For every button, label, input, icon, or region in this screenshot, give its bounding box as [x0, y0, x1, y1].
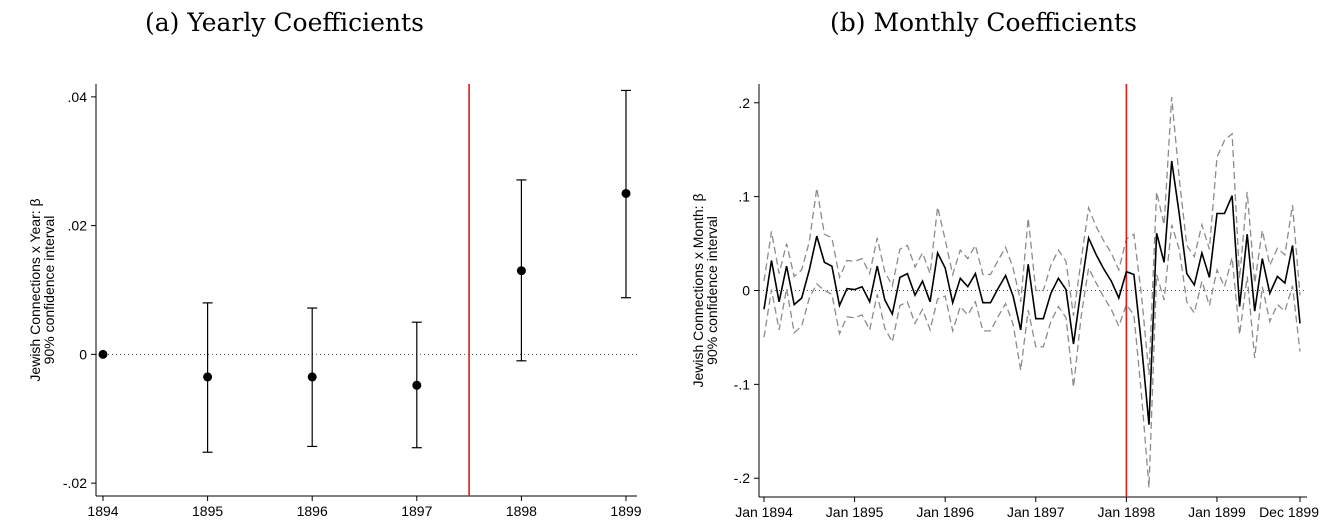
- panel-a-x-tick-label: 1895: [192, 503, 223, 519]
- panel-a-x-tick-label: 1894: [87, 503, 118, 519]
- panel-b-x-tick-label: Jan 1898: [1098, 504, 1156, 520]
- panel-a-y-tick-label: .02: [68, 218, 88, 234]
- panel-b-y-axis-label-line: 90% confidence interval: [704, 216, 720, 365]
- panel-a-point: [412, 380, 422, 390]
- panel-a-y-axis-label-line: 90% confidence interval: [41, 216, 57, 365]
- panel-a-y-axis-label-line: Jewish Connections x Year: β: [27, 198, 43, 381]
- panel-b-y-tick-label: -.1: [734, 376, 751, 392]
- panel-a-point: [621, 188, 631, 198]
- panel-b-series-coefficient: [763, 160, 1301, 425]
- panel-a-point: [98, 349, 108, 359]
- panel-a-y-tick-label: -.02: [63, 475, 87, 491]
- panel-b-x-tick-label: Jan 1899: [1188, 504, 1246, 520]
- panel-b-x-tick-label: Dec 1899: [1259, 504, 1319, 520]
- panel-a-y-axis-label: Jewish Connections x Year: β90% confiden…: [27, 198, 57, 381]
- panel-a-x-tick-label: 1899: [610, 503, 641, 519]
- panel-b-y-tick-label: 0: [742, 283, 750, 299]
- panel-a-title: (a) Yearly Coefficients: [145, 8, 424, 37]
- panel-b-y-tick-label: -.2: [734, 470, 751, 486]
- panel-b-y-tick-label: .1: [738, 189, 750, 205]
- panel-a-x-tick-label: 1897: [401, 503, 432, 519]
- panel-b-x-tick-label: Jan 1897: [1007, 504, 1065, 520]
- panel-b-x-tick-label: Jan 1895: [826, 504, 884, 520]
- panel-b-x-tick-label: Jan 1896: [916, 504, 974, 520]
- panel-b-series-ci_upper: [763, 97, 1301, 376]
- panel-b-title: (b) Monthly Coefficients: [830, 8, 1137, 37]
- panel-a-point: [203, 372, 213, 382]
- panel-a-y-tick-label: .04: [68, 89, 88, 105]
- panel-b-x-tick-label: Jan 1894: [735, 504, 793, 520]
- panel-a-point: [307, 372, 317, 382]
- panel-b-y-axis-label: Jewish Connections x Month: β90% confide…: [690, 193, 720, 387]
- panel-a-point: [516, 266, 526, 276]
- panel-a-y-tick-label: 0: [79, 346, 87, 362]
- panel-a-x-tick-label: 1896: [297, 503, 328, 519]
- panel-b-y-axis-label-line: Jewish Connections x Month: β: [690, 193, 706, 387]
- panel-b-y-tick-label: .2: [738, 95, 750, 111]
- panel-a-x-tick-label: 1898: [506, 503, 537, 519]
- panel-b-series-ci_lower: [763, 224, 1301, 488]
